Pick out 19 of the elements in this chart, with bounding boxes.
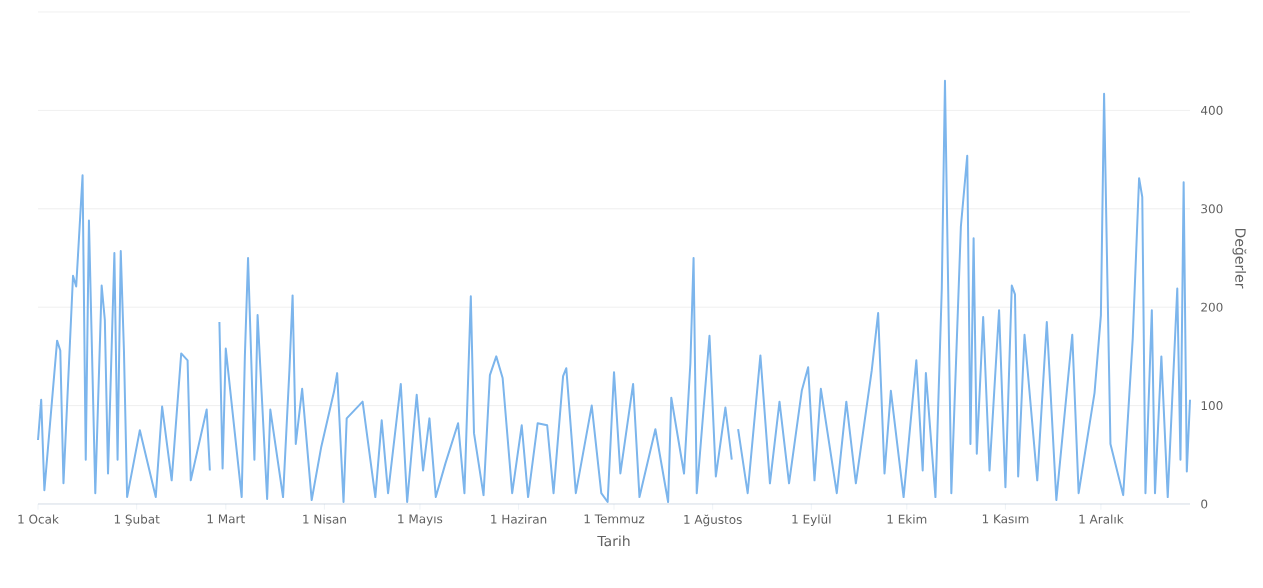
x-tick-label: 1 Eylül: [792, 514, 831, 526]
x-axis-title: Tarih: [597, 535, 630, 547]
x-tick-label: 1 Mayıs: [398, 514, 443, 526]
x-tick-label: 1 Kasım: [982, 514, 1029, 524]
x-tick-label: 1 Şubat: [114, 514, 160, 526]
y-tick-label: 0: [1201, 499, 1208, 509]
x-tick-label: 1 Ekim: [887, 514, 927, 524]
x-tick-label: 1 Nisan: [303, 514, 346, 524]
y-tick-label: 100: [1201, 401, 1223, 411]
y-tick-label: 400: [1200, 105, 1223, 115]
x-tick-label: 1 Mart: [207, 514, 245, 524]
y-tick-label: 200: [1201, 302, 1223, 312]
x-tick-label: 1 Temmuz: [584, 514, 645, 524]
y-tick-label: 300: [1201, 204, 1223, 214]
y-axis-title: Değerler: [1232, 228, 1247, 289]
x-tick-label: 1 Haziran: [491, 514, 547, 524]
x-tick-label: 1 Ocak: [18, 514, 59, 524]
x-tick-label: 1 Ağustos: [684, 514, 742, 527]
x-tick-label: 1 Aralık: [1079, 514, 1124, 524]
